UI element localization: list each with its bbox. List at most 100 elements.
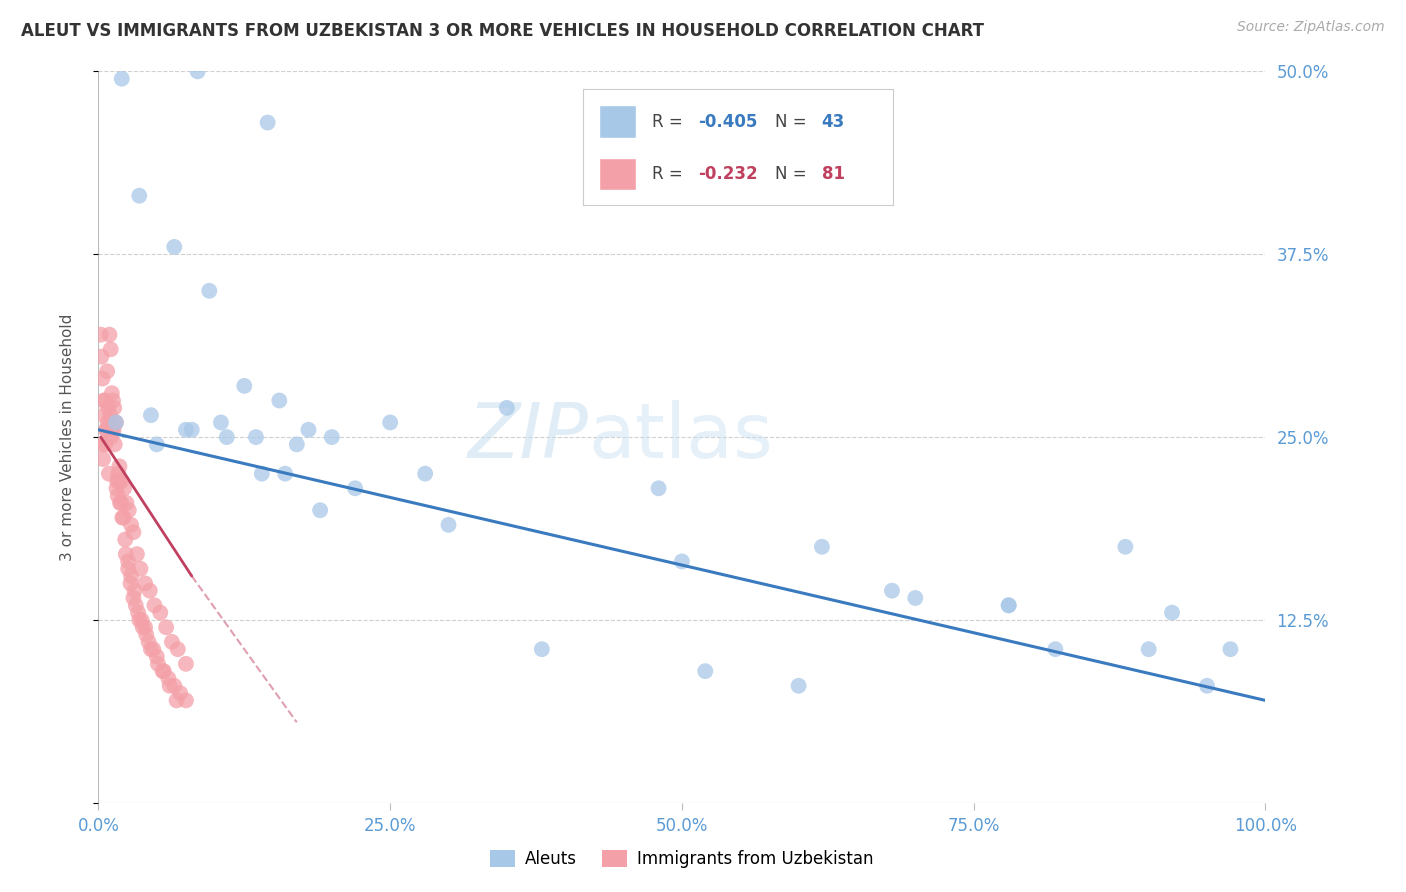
Point	[695, 664, 717, 678]
Point	[124, 583, 146, 598]
Point	[118, 503, 141, 517]
Point	[96, 364, 118, 378]
Point	[111, 510, 134, 524]
Point	[93, 408, 115, 422]
Point	[142, 642, 165, 657]
Point	[215, 430, 238, 444]
Point	[90, 350, 112, 364]
Point	[169, 686, 191, 700]
Point	[297, 423, 319, 437]
Point	[344, 481, 367, 495]
Point	[143, 599, 166, 613]
Point	[128, 613, 150, 627]
Point	[122, 591, 145, 605]
Point	[125, 547, 148, 561]
Point	[787, 679, 810, 693]
Point	[94, 423, 117, 437]
Text: R =: R =	[651, 112, 688, 130]
Point	[149, 606, 172, 620]
Point	[128, 188, 150, 202]
Text: ALEUT VS IMMIGRANTS FROM UZBEKISTAN 3 OR MORE VEHICLES IN HOUSEHOLD CORRELATION : ALEUT VS IMMIGRANTS FROM UZBEKISTAN 3 OR…	[21, 22, 984, 40]
FancyBboxPatch shape	[599, 105, 636, 138]
Text: R =: R =	[651, 165, 688, 183]
Point	[380, 416, 402, 430]
Point	[103, 401, 125, 415]
Point	[94, 437, 117, 451]
Point	[91, 371, 114, 385]
Point	[120, 517, 142, 532]
Point	[125, 599, 148, 613]
Point	[166, 693, 188, 707]
Point	[110, 496, 132, 510]
Point	[117, 562, 139, 576]
Point	[132, 620, 155, 634]
Point	[904, 591, 927, 605]
Point	[139, 583, 162, 598]
Point	[115, 496, 138, 510]
Point	[437, 517, 460, 532]
Point	[1114, 540, 1136, 554]
Point	[997, 599, 1019, 613]
Text: atlas: atlas	[589, 401, 773, 474]
Point	[671, 554, 693, 568]
Point	[104, 416, 127, 430]
Point	[269, 393, 291, 408]
Point	[1161, 606, 1184, 620]
Point	[152, 664, 174, 678]
Point	[880, 583, 903, 598]
Text: 43: 43	[821, 112, 845, 130]
Point	[104, 416, 127, 430]
Point	[152, 664, 174, 678]
Point	[122, 525, 145, 540]
Point	[131, 613, 153, 627]
Point	[114, 533, 136, 547]
Point	[146, 657, 169, 671]
FancyBboxPatch shape	[599, 158, 636, 190]
Point	[98, 327, 121, 342]
Point	[112, 481, 135, 495]
Point	[105, 481, 128, 495]
Point	[174, 423, 197, 437]
Point	[245, 430, 267, 444]
Point	[160, 635, 183, 649]
Point	[413, 467, 436, 481]
Point	[496, 401, 519, 415]
Point	[103, 423, 125, 437]
Point	[104, 416, 127, 430]
Point	[90, 327, 112, 342]
Point	[163, 679, 186, 693]
Point	[187, 64, 209, 78]
Point	[115, 547, 138, 561]
Point	[139, 408, 162, 422]
Point	[139, 642, 162, 657]
Point	[107, 467, 129, 481]
Point	[1045, 642, 1067, 657]
Point	[1137, 642, 1160, 657]
Point	[127, 606, 149, 620]
Point	[138, 635, 160, 649]
Point	[285, 437, 308, 451]
Point	[134, 620, 156, 634]
Point	[1197, 679, 1219, 693]
Point	[96, 423, 118, 437]
Point	[198, 284, 221, 298]
Point	[997, 599, 1019, 613]
Point	[321, 430, 343, 444]
Point	[94, 393, 117, 408]
Point	[135, 627, 157, 641]
Point	[530, 642, 553, 657]
Point	[101, 423, 124, 437]
Point	[120, 576, 142, 591]
Point	[163, 240, 186, 254]
Point	[100, 430, 122, 444]
Point	[233, 379, 256, 393]
Point	[111, 71, 134, 86]
Point	[209, 416, 232, 430]
Text: 81: 81	[821, 165, 845, 183]
Text: N =: N =	[775, 112, 813, 130]
Point	[134, 576, 156, 591]
Point	[256, 115, 278, 129]
Text: -0.405: -0.405	[697, 112, 758, 130]
Point	[159, 679, 181, 693]
Point	[250, 467, 273, 481]
